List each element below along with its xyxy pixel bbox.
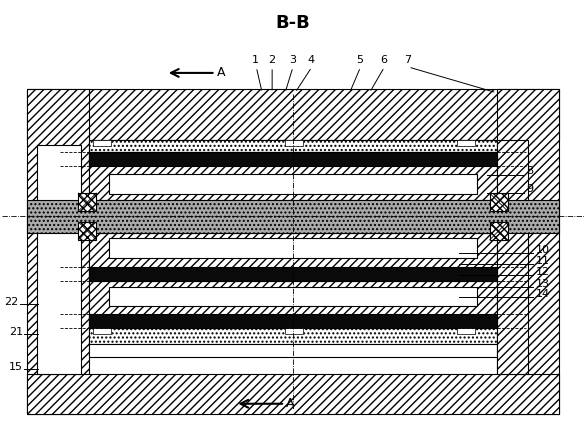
Text: 2: 2 (268, 55, 275, 65)
Bar (37, 145, 81, 374)
Bar (89, 344, 497, 357)
Bar (89, 267, 497, 281)
Text: 22: 22 (5, 297, 19, 308)
Text: 7: 7 (404, 55, 411, 65)
Bar (89, 314, 497, 328)
Text: 1: 1 (252, 55, 259, 65)
Bar (89, 153, 497, 200)
Bar (93, 328, 111, 334)
Bar (93, 141, 111, 147)
Bar (109, 174, 477, 194)
Text: 8: 8 (526, 166, 534, 176)
Bar (109, 287, 477, 306)
Bar (89, 233, 497, 281)
Text: 15: 15 (9, 362, 23, 372)
Bar (27, 374, 559, 414)
Text: A: A (216, 66, 225, 79)
Bar (497, 89, 559, 414)
Text: 4: 4 (308, 55, 315, 65)
Text: A: A (286, 397, 295, 410)
Text: 12: 12 (536, 267, 550, 276)
Bar (285, 141, 303, 147)
Bar (89, 141, 497, 153)
Text: 13: 13 (536, 279, 550, 288)
Bar (89, 281, 497, 328)
Text: B-B: B-B (275, 14, 311, 32)
Bar (79, 193, 96, 211)
Bar (89, 153, 497, 166)
Text: 6: 6 (380, 55, 387, 65)
Text: 3: 3 (289, 55, 296, 65)
Bar (27, 200, 559, 233)
Bar (27, 89, 559, 141)
Bar (497, 141, 529, 374)
Bar (109, 238, 477, 258)
Bar (285, 328, 303, 334)
Bar (27, 89, 89, 414)
Text: 9: 9 (526, 184, 534, 194)
Bar (457, 328, 475, 334)
Bar (490, 193, 507, 211)
Text: 11: 11 (536, 256, 550, 266)
Bar (79, 222, 96, 240)
Text: 10: 10 (536, 245, 550, 255)
Text: 5: 5 (357, 55, 363, 65)
Text: 14: 14 (536, 289, 550, 299)
Text: 21: 21 (9, 327, 23, 337)
Bar (457, 141, 475, 147)
Bar (490, 222, 507, 240)
Bar (89, 328, 497, 344)
